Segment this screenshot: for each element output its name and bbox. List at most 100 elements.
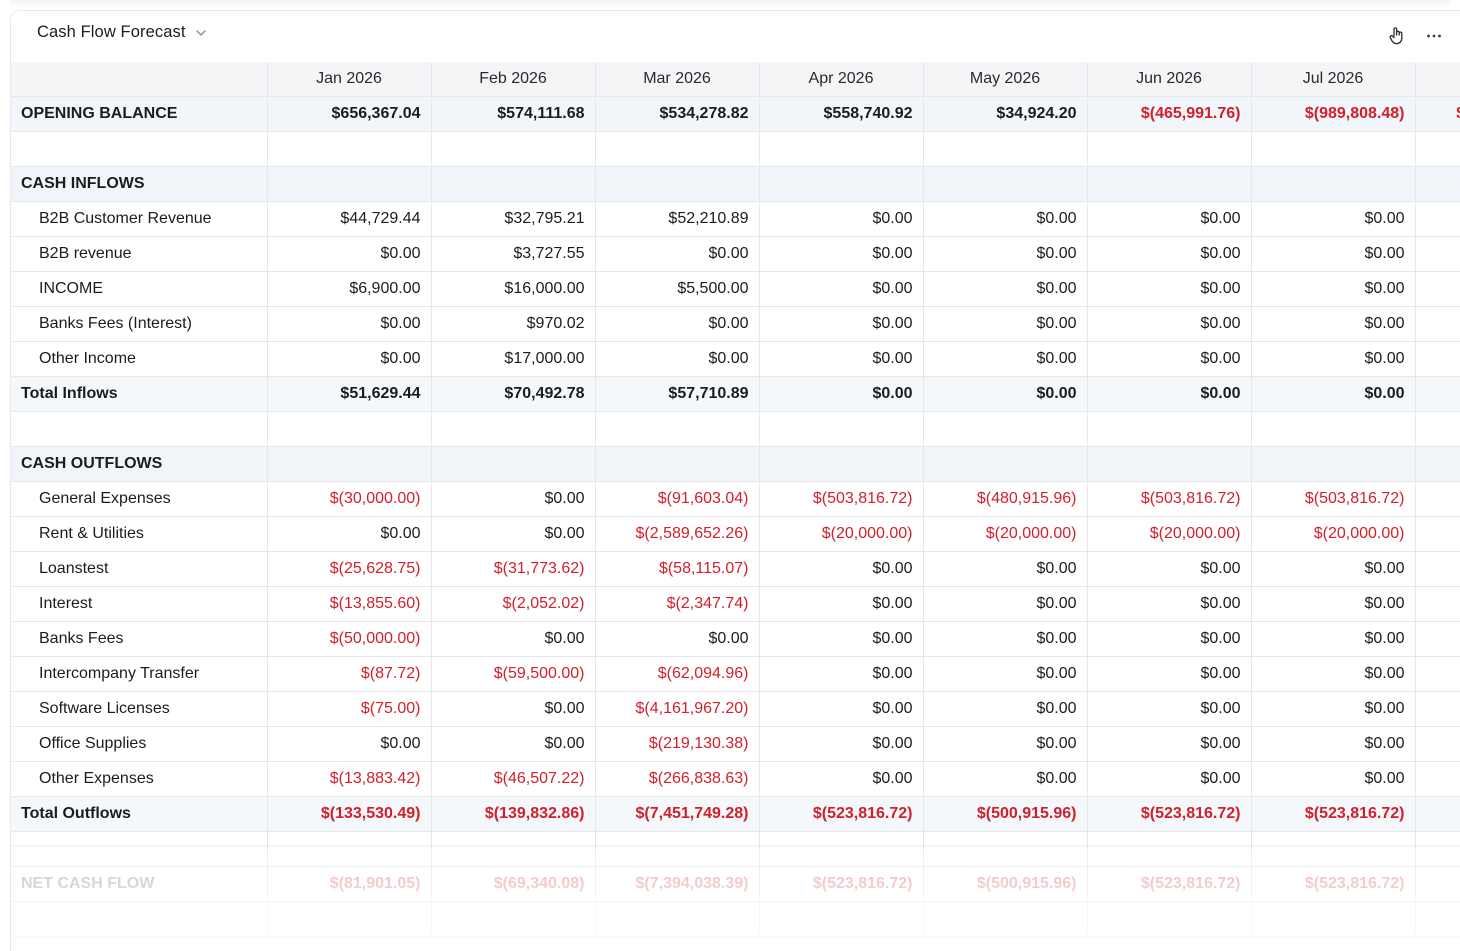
value-cell[interactable]: $0.00 [431,621,596,657]
value-cell[interactable]: $32,795.21 [431,201,596,237]
value-cell[interactable]: $(20,000.00) [1251,516,1416,552]
value-cell[interactable]: $0.00 [431,691,596,727]
value-cell[interactable]: $0.00 [267,516,432,552]
value-cell[interactable]: $(46,507.22) [431,761,596,797]
value-cell[interactable] [1415,761,1460,797]
value-cell[interactable]: $0.00 [1087,236,1252,272]
value-cell[interactable]: $(266,838.63) [595,761,760,797]
value-cell[interactable]: $(20,000.00) [923,516,1088,552]
value-cell[interactable]: $(2,589,652.26) [595,516,760,552]
value-cell[interactable] [1415,551,1460,587]
value-cell[interactable]: $(20,000.00) [759,516,924,552]
value-cell[interactable]: $3,727.55 [431,236,596,272]
value-cell[interactable]: $(62,094.96) [595,656,760,692]
value-cell[interactable]: $(503,816.72) [1087,481,1252,517]
value-cell[interactable]: $0.00 [759,726,924,762]
value-cell[interactable]: $(20,000.00) [1087,516,1252,552]
value-cell[interactable]: $52,210.89 [595,201,760,237]
value-cell[interactable] [1415,271,1460,307]
value-cell[interactable]: $0.00 [1251,586,1416,622]
value-cell[interactable]: $(50,000.00) [267,621,432,657]
value-cell[interactable]: $(13,883.42) [267,761,432,797]
hand-pointer-icon[interactable] [1386,25,1408,47]
value-cell[interactable]: $17,000.00 [431,341,596,377]
value-cell[interactable]: $(2,347.74) [595,586,760,622]
value-cell[interactable]: $0.00 [431,516,596,552]
value-cell[interactable]: $0.00 [923,656,1088,692]
value-cell[interactable]: $0.00 [759,201,924,237]
value-cell[interactable]: $(2,052.02) [431,586,596,622]
value-cell[interactable]: $0.00 [1251,726,1416,762]
value-cell[interactable]: $0.00 [1087,201,1252,237]
value-cell[interactable]: $0.00 [923,201,1088,237]
value-cell[interactable] [1415,481,1460,517]
value-cell[interactable]: $0.00 [759,761,924,797]
month-header[interactable]: Mar 2026 [595,62,760,97]
value-cell[interactable] [1415,306,1460,342]
value-cell[interactable]: $0.00 [923,236,1088,272]
value-cell[interactable]: $(503,816.72) [1251,481,1416,517]
value-cell[interactable]: $0.00 [595,621,760,657]
month-header[interactable]: Jul 2026 [1251,62,1416,97]
value-cell[interactable]: $5,500.00 [595,271,760,307]
value-cell[interactable]: $(87.72) [267,656,432,692]
value-cell[interactable]: $0.00 [431,726,596,762]
value-cell[interactable] [1415,621,1460,657]
value-cell[interactable]: $(30,000.00) [267,481,432,517]
value-cell[interactable]: $0.00 [923,621,1088,657]
value-cell[interactable]: $0.00 [267,341,432,377]
value-cell[interactable] [1415,341,1460,377]
value-cell[interactable] [1415,201,1460,237]
value-cell[interactable] [1415,586,1460,622]
value-cell[interactable]: $0.00 [1251,271,1416,307]
value-cell[interactable] [1415,691,1460,727]
value-cell[interactable]: $0.00 [1251,341,1416,377]
month-header[interactable]: Feb 2026 [431,62,596,97]
value-cell[interactable]: $0.00 [1087,761,1252,797]
value-cell[interactable]: $0.00 [267,306,432,342]
more-horizontal-icon[interactable] [1423,25,1445,47]
value-cell[interactable]: $0.00 [1251,761,1416,797]
value-cell[interactable]: $0.00 [1087,656,1252,692]
value-cell[interactable]: $0.00 [1251,236,1416,272]
value-cell[interactable]: $0.00 [267,236,432,272]
value-cell[interactable] [1415,236,1460,272]
title-dropdown[interactable]: Cash Flow Forecast [37,23,208,42]
value-cell[interactable] [1415,726,1460,762]
value-cell[interactable]: $0.00 [1087,551,1252,587]
value-cell[interactable]: $0.00 [595,341,760,377]
value-cell[interactable]: $(480,915.96) [923,481,1088,517]
value-cell[interactable]: $0.00 [595,236,760,272]
value-cell[interactable]: $0.00 [1087,306,1252,342]
value-cell[interactable]: $0.00 [1087,586,1252,622]
month-header[interactable]: May 2026 [923,62,1088,97]
value-cell[interactable]: $0.00 [1087,271,1252,307]
value-cell[interactable]: $0.00 [759,341,924,377]
value-cell[interactable]: $0.00 [923,306,1088,342]
value-cell[interactable]: $(31,773.62) [431,551,596,587]
value-cell[interactable]: $0.00 [923,586,1088,622]
value-cell[interactable]: $0.00 [759,271,924,307]
value-cell[interactable]: $(91,603.04) [595,481,760,517]
value-cell[interactable]: $(75.00) [267,691,432,727]
value-cell[interactable]: $0.00 [923,271,1088,307]
month-header[interactable]: Apr 2026 [759,62,924,97]
value-cell[interactable]: $0.00 [923,691,1088,727]
value-cell[interactable]: $0.00 [923,551,1088,587]
value-cell[interactable]: $44,729.44 [267,201,432,237]
value-cell[interactable]: $0.00 [1087,621,1252,657]
value-cell[interactable]: $0.00 [923,341,1088,377]
value-cell[interactable]: $0.00 [1251,691,1416,727]
value-cell[interactable]: $(4,161,967.20) [595,691,760,727]
value-cell[interactable]: $0.00 [759,586,924,622]
value-cell[interactable]: $0.00 [759,691,924,727]
value-cell[interactable]: $(58,115.07) [595,551,760,587]
value-cell[interactable]: $0.00 [923,761,1088,797]
value-cell[interactable]: $0.00 [1251,551,1416,587]
value-cell[interactable]: $(59,500.00) [431,656,596,692]
value-cell[interactable]: $970.02 [431,306,596,342]
value-cell[interactable]: $16,000.00 [431,271,596,307]
value-cell[interactable]: $0.00 [1087,341,1252,377]
value-cell[interactable]: $6,900.00 [267,271,432,307]
value-cell[interactable]: $0.00 [1251,306,1416,342]
